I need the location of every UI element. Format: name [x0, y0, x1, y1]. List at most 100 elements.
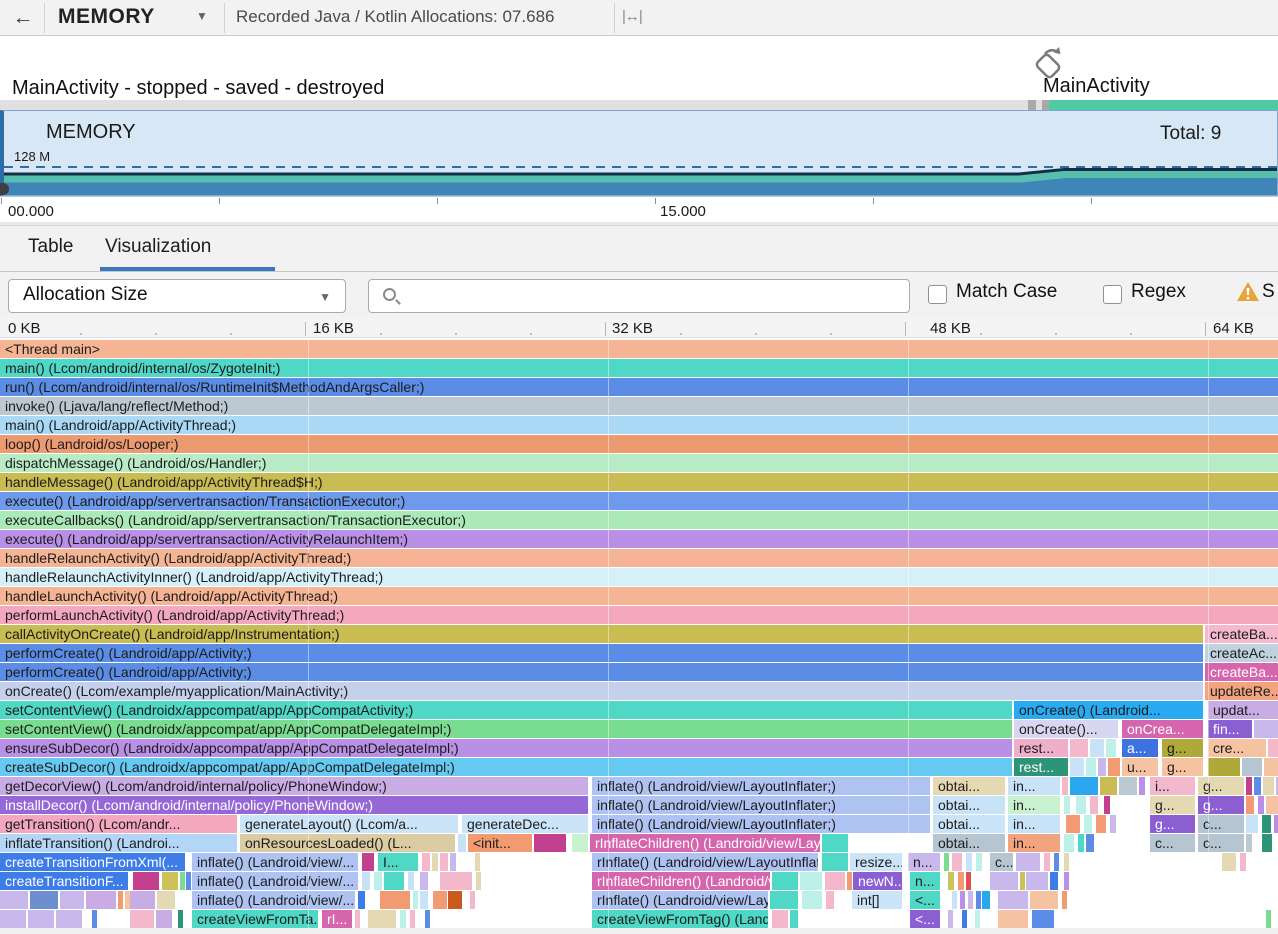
flame-segment[interactable]: executeCallbacks() (Landroid/app/servert…: [0, 511, 1278, 529]
flame-segment[interactable]: [1086, 834, 1094, 852]
flame-segment[interactable]: onCreate()...: [1014, 720, 1118, 738]
flame-segment[interactable]: [1070, 777, 1098, 795]
flame-segment[interactable]: [790, 910, 798, 928]
flame-segment[interactable]: updat...: [1208, 701, 1278, 719]
flame-segment[interactable]: createViewFromTag() (Landr...: [592, 910, 768, 928]
flame-segment[interactable]: [1268, 739, 1278, 757]
flame-segment[interactable]: g...: [1198, 796, 1244, 814]
flame-segment[interactable]: [1246, 777, 1252, 795]
flame-segment[interactable]: [975, 910, 980, 928]
flame-segment[interactable]: rInflateChildren() (Landroid/view/Layo..…: [590, 834, 820, 852]
flame-segment[interactable]: I...: [378, 853, 418, 871]
flame-segment[interactable]: updateRe...: [1205, 682, 1278, 700]
flame-segment[interactable]: [440, 853, 448, 871]
flame-segment[interactable]: [178, 910, 183, 928]
flame-segment[interactable]: inflate() (Landroid/view/...: [192, 891, 355, 909]
flame-segment[interactable]: inflate() (Landroid/view/LayoutInflater;…: [592, 796, 930, 814]
flame-segment[interactable]: [440, 872, 472, 890]
flame-segment[interactable]: [1030, 891, 1058, 909]
flame-segment[interactable]: [130, 910, 154, 928]
flame-segment[interactable]: in...: [1008, 815, 1060, 833]
flame-segment[interactable]: [0, 891, 28, 909]
flame-segment[interactable]: [1274, 815, 1278, 833]
flame-segment[interactable]: [1264, 758, 1278, 776]
flame-segment[interactable]: [355, 910, 360, 928]
flame-segment[interactable]: [772, 872, 798, 890]
flame-segment[interactable]: [1266, 910, 1271, 928]
flame-segment[interactable]: [1070, 758, 1084, 776]
flame-segment[interactable]: [425, 910, 430, 928]
flame-segment[interactable]: in...: [1008, 777, 1060, 795]
flame-segment[interactable]: <...: [910, 910, 940, 928]
flame-segment[interactable]: [1032, 910, 1054, 928]
flame-segment[interactable]: [1106, 739, 1116, 757]
flame-segment[interactable]: [998, 891, 1028, 909]
flame-segment[interactable]: createSubDecor() (Landroidx/appcompat/ap…: [0, 758, 1012, 776]
flame-segment[interactable]: [118, 891, 123, 909]
flame-segment[interactable]: inflate() (Landroid/view/LayoutInflater;…: [592, 777, 930, 795]
flame-segment[interactable]: [976, 891, 981, 909]
flame-segment[interactable]: onCrea...: [1122, 720, 1203, 738]
flame-segment[interactable]: ensureSubDecor() (Landroidx/appcompat/ap…: [0, 739, 1012, 757]
flame-segment[interactable]: [125, 891, 130, 909]
flame-segment[interactable]: [1262, 834, 1272, 852]
flame-segment[interactable]: [534, 834, 566, 852]
flame-segment[interactable]: rI...: [322, 910, 352, 928]
zoom-to-fit-icon[interactable]: |↔|: [622, 8, 643, 25]
flame-segment[interactable]: [28, 910, 54, 928]
flame-segment[interactable]: [1084, 815, 1092, 833]
flame-segment[interactable]: n...: [910, 872, 940, 890]
flame-segment[interactable]: [1254, 777, 1261, 795]
flame-segment[interactable]: dispatchMessage() (Landroid/os/Handler;): [0, 454, 1278, 472]
flame-segment[interactable]: [1104, 796, 1110, 814]
flame-segment[interactable]: newN...: [853, 872, 902, 890]
flame-segment[interactable]: g...: [1198, 777, 1244, 795]
flame-segment[interactable]: [362, 853, 374, 871]
flame-segment[interactable]: [0, 910, 26, 928]
flame-segment[interactable]: callActivityOnCreate() (Landroid/app/Ins…: [0, 625, 1203, 643]
flame-segment[interactable]: [450, 853, 456, 871]
flame-segment[interactable]: createBa...: [1205, 625, 1278, 643]
flame-segment[interactable]: [1246, 834, 1252, 852]
flame-segment[interactable]: getDecorView() (Lcom/android/internal/po…: [0, 777, 588, 795]
flame-segment[interactable]: <...: [910, 891, 940, 909]
flame-segment[interactable]: [186, 872, 191, 890]
chevron-down-icon[interactable]: ▼: [196, 9, 208, 23]
flame-segment[interactable]: [1086, 758, 1096, 776]
flame-segment[interactable]: obtai...: [933, 834, 1005, 852]
flame-segment[interactable]: [86, 891, 116, 909]
flame-segment[interactable]: [400, 910, 406, 928]
flame-segment[interactable]: [1222, 853, 1236, 871]
flame-segment[interactable]: [374, 872, 382, 890]
flame-segment[interactable]: [962, 910, 967, 928]
flame-segment[interactable]: main() (Lcom/android/internal/os/ZygoteI…: [0, 359, 1278, 377]
flame-segment[interactable]: rest...: [1014, 739, 1068, 757]
flame-segment[interactable]: [1108, 758, 1120, 776]
flame-segment[interactable]: [422, 853, 430, 871]
flame-segment[interactable]: [966, 853, 972, 871]
flame-segment[interactable]: [433, 891, 447, 909]
flame-segment[interactable]: [358, 891, 365, 909]
flame-segment[interactable]: [1076, 796, 1086, 814]
flame-segment[interactable]: inflate() (Landroid/view/...: [192, 853, 358, 871]
flame-segment[interactable]: execute() (Landroid/app/servertransactio…: [0, 492, 1278, 510]
search-box[interactable]: [368, 279, 910, 313]
flame-segment[interactable]: c...: [1150, 834, 1195, 852]
flame-segment[interactable]: u...: [1122, 758, 1158, 776]
flame-segment[interactable]: i...: [1150, 777, 1195, 795]
flame-segment[interactable]: [368, 910, 396, 928]
flame-segment[interactable]: loop() (Landroid/os/Looper;): [0, 435, 1278, 453]
flame-segment[interactable]: n...: [908, 853, 940, 871]
flame-segment[interactable]: [982, 891, 990, 909]
flame-segment[interactable]: [92, 910, 97, 928]
flame-segment[interactable]: obtai...: [933, 796, 1005, 814]
flame-segment[interactable]: <Thread main>: [0, 340, 1278, 358]
flame-segment[interactable]: createAc...: [1205, 644, 1278, 662]
flame-segment[interactable]: [476, 872, 481, 890]
flame-segment[interactable]: onResourcesLoaded() (L...: [240, 834, 455, 852]
flame-segment[interactable]: [825, 872, 845, 890]
flame-segment[interactable]: inflateTransition() (Landroi...: [0, 834, 237, 852]
flame-segment[interactable]: g...: [1162, 739, 1203, 757]
flame-segment[interactable]: [384, 872, 404, 890]
flame-segment[interactable]: in...: [1008, 834, 1060, 852]
